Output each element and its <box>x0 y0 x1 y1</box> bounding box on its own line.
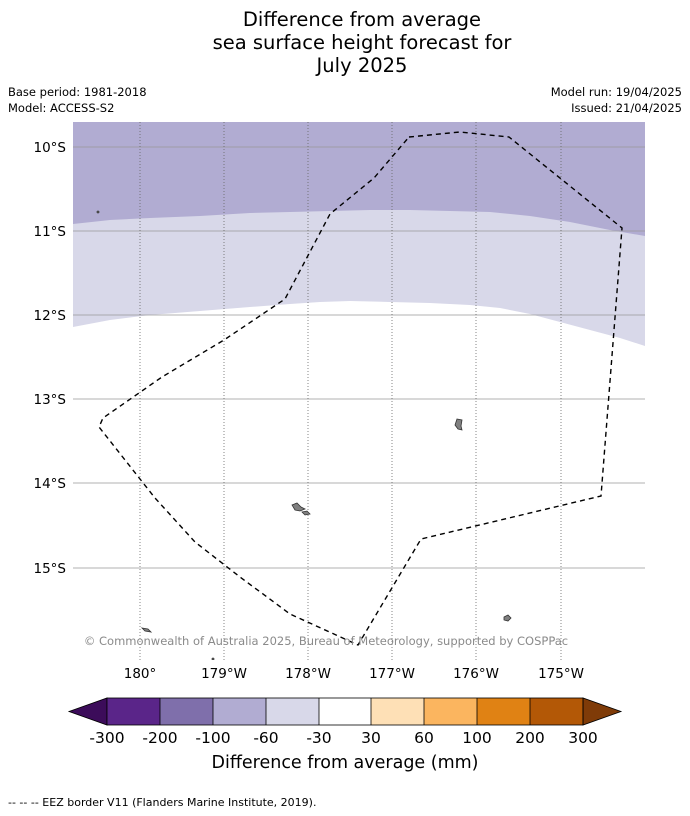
colorbar-tick: -100 <box>195 729 230 747</box>
lat-label: 10°S <box>34 140 67 156</box>
copyright-text: © Commonwealth of Australia 2025, Bureau… <box>84 634 568 648</box>
lat-label: 14°S <box>34 476 67 492</box>
colorbar-tick: -30 <box>306 729 331 747</box>
colorbar-ticks: -300 -200 -100 -60 -30 30 60 100 200 300 <box>89 729 597 747</box>
lon-label: 177°W <box>369 666 415 682</box>
colorbar-tick: -200 <box>142 729 177 747</box>
model-run: Model run: 19/04/2025 <box>550 85 682 99</box>
model-name: Model: ACCESS-S2 <box>8 101 115 115</box>
colorbar-tick: 100 <box>462 729 492 747</box>
colorbar-outline <box>106 697 584 726</box>
lon-label: 176°W <box>453 666 499 682</box>
colorbar-segment <box>160 698 213 725</box>
lat-label: 11°S <box>34 224 67 240</box>
colorbar-tick: 30 <box>361 729 381 747</box>
colorbar-arrow-left <box>67 697 108 726</box>
eez-footnote: -- -- -- EEZ border V11 (Flanders Marine… <box>8 796 317 809</box>
lon-label: 175°W <box>538 666 584 682</box>
lat-labels: 10°S 11°S 12°S 13°S 14°S 15°S <box>34 140 67 577</box>
colorbar-tick: 200 <box>515 729 545 747</box>
lat-label: 15°S <box>34 561 67 577</box>
colorbar-segment <box>266 698 319 725</box>
lat-gridlines <box>73 146 645 569</box>
island-north-dot <box>96 210 100 214</box>
base-period: Base period: 1981-2018 <box>8 85 147 99</box>
anomaly-band-mid <box>73 122 645 236</box>
title-line-2: sea surface height forecast for <box>212 31 512 54</box>
lon-label: 178°W <box>285 666 331 682</box>
colorbar-tick: -300 <box>89 729 124 747</box>
lat-label: 12°S <box>34 308 67 324</box>
lat-label: 13°S <box>34 392 67 408</box>
eez-border <box>98 131 623 646</box>
colorbar-tick: 60 <box>414 729 434 747</box>
map-panel: © Commonwealth of Australia 2025, Bureau… <box>73 122 645 660</box>
colorbar-label: Difference from average (mm) <box>211 753 479 773</box>
colorbar-tick: 300 <box>568 729 598 747</box>
colorbar-arrow-right <box>582 697 623 726</box>
island-southeast <box>503 614 512 622</box>
colorbar-tick: -60 <box>253 729 278 747</box>
lon-labels: 180° 179°W 178°W 177°W 176°W 175°W <box>124 666 584 682</box>
lon-label: 180° <box>124 666 157 682</box>
island-south-dot <box>211 657 215 660</box>
island-southwest <box>140 627 153 633</box>
colorbar-segment <box>213 698 266 725</box>
colorbar-segment <box>530 698 583 725</box>
island-east <box>454 418 463 431</box>
colorbar-segment <box>371 698 424 725</box>
map-title: Difference from average sea surface heig… <box>0 8 690 77</box>
left-meta: Base period: 1981-2018 Model: ACCESS-S2 <box>8 84 147 116</box>
colorbar-segment <box>319 698 371 725</box>
colorbar-dividers <box>159 698 531 725</box>
islands <box>96 210 512 660</box>
island-central <box>291 502 306 512</box>
colorbar-segment <box>477 698 530 725</box>
lon-label: 179°W <box>201 666 247 682</box>
colorbar: -300 -200 -100 -60 -30 30 60 100 200 300 <box>67 697 623 747</box>
island-central-small <box>301 510 311 516</box>
right-meta: Model run: 19/04/2025 Issued: 21/04/2025 <box>551 84 682 116</box>
issued-date: Issued: 21/04/2025 <box>571 101 682 115</box>
colorbar-segment <box>107 698 160 725</box>
title-line-3: July 2025 <box>316 54 408 77</box>
title-line-1: Difference from average <box>242 8 482 31</box>
colorbar-segment <box>424 698 477 725</box>
